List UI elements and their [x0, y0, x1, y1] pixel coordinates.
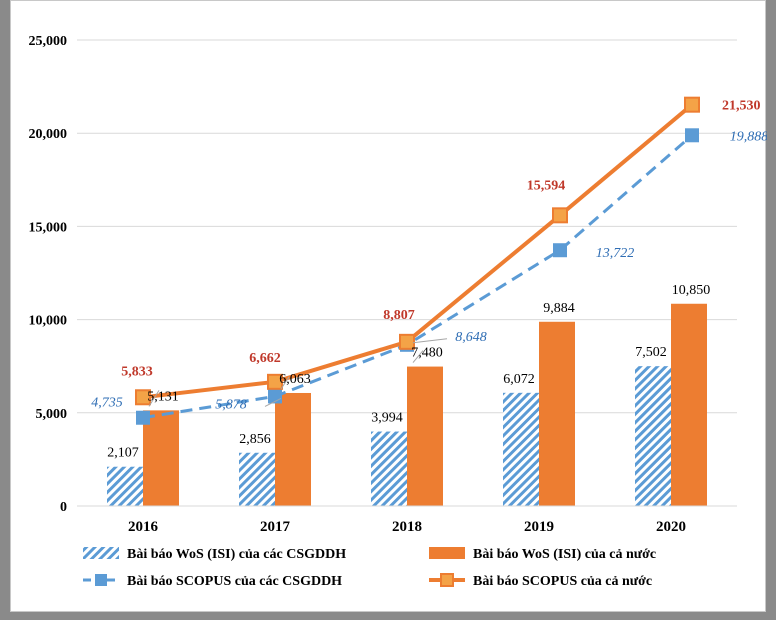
- line-label-scopus-ca-nuoc: 8,807: [383, 308, 415, 323]
- legend: Bài báo WoS (ISI) của các CSGDDH Bài báo …: [83, 547, 656, 589]
- leader-line: [412, 338, 448, 344]
- x-tick-label: 2020: [656, 519, 686, 535]
- legend-label: Bài báo WoS (ISI) của các CSGDDH: [127, 547, 346, 562]
- x-tick-label: 2018: [392, 519, 422, 535]
- line-label-scopus-csgddh: 5,878: [215, 397, 247, 412]
- chart-svg: 2,107 5,131 2,856 6,063 3,994 7,480 6,072 9,884…: [29, 34, 768, 589]
- chart-frame: 2,107 5,131 2,856 6,063 3,994 7,480 6,072 9,884…: [10, 0, 768, 612]
- bar-label-wos-csgddh: 2,856: [239, 432, 271, 447]
- y-tick-label: 5,000: [36, 407, 68, 422]
- y-tick-label: 25,000: [29, 34, 68, 49]
- gridlines: [77, 39, 737, 414]
- legend-item: Bài báo WoS (ISI) của cả nước: [429, 547, 656, 562]
- bar-wos-ca-nuoc: [539, 321, 575, 506]
- bar-wos-csgddh: [371, 431, 407, 506]
- leader-line: [264, 397, 282, 407]
- legend-item: Bài báo SCOPUS của cả nước: [429, 573, 652, 589]
- bars: [107, 303, 707, 506]
- lines: [135, 96, 700, 425]
- bar-wos-csgddh: [107, 466, 143, 506]
- legend-marker: [440, 573, 454, 587]
- bar-wos-ca-nuoc: [143, 410, 179, 506]
- marker-scopus-ca-nuoc: [684, 96, 700, 113]
- bar-label-wos-ca-nuoc: 9,884: [543, 301, 575, 316]
- line-label-scopus-ca-nuoc: 6,662: [249, 351, 281, 366]
- marker-scopus-csgddh: [553, 243, 567, 258]
- legend-item: Bài báo WoS (ISI) của các CSGDDH: [83, 547, 346, 562]
- marker-scopus-ca-nuoc: [552, 207, 568, 224]
- legend-label: Bài báo SCOPUS của các CSGDDH: [127, 574, 342, 589]
- y-tick-label: 20,000: [29, 127, 68, 142]
- data-labels: 2,107 5,131 2,856 6,063 3,994 7,480 6,072 9,884…: [91, 99, 767, 461]
- leader-line: [412, 350, 424, 363]
- bar-label-wos-ca-nuoc: 6,063: [279, 372, 311, 387]
- marker-scopus-ca-nuoc: [135, 389, 151, 406]
- legend-swatch: [83, 547, 119, 559]
- line-label-scopus-csgddh: 13,722: [596, 246, 635, 261]
- legend-label: Bài báo WoS (ISI) của cả nước: [473, 547, 656, 562]
- y-tick-label: 10,000: [29, 314, 68, 329]
- leader-line: [280, 376, 290, 390]
- y-tick-label: 0: [60, 500, 67, 515]
- axes: 0 5,000 10,000 15,000 20,000 25,000 2016 2017 20…: [29, 34, 737, 535]
- marker-scopus-ca-nuoc: [267, 373, 283, 390]
- line-label-scopus-ca-nuoc: 15,594: [527, 178, 566, 193]
- y-tick-label: 15,000: [29, 220, 68, 235]
- bar-label-wos-ca-nuoc: 10,850: [672, 283, 711, 298]
- line-label-scopus-csgddh: 19,888: [730, 129, 767, 144]
- bar-label-wos-ca-nuoc: 5,131: [147, 389, 179, 404]
- x-tick-label: 2017: [260, 519, 291, 535]
- line-label-scopus-csgddh: 8,648: [455, 330, 487, 345]
- legend-item: Bài báo SCOPUS của các CSGDDH: [83, 574, 342, 589]
- legend-marker: [95, 574, 107, 586]
- bar-label-wos-csgddh: 3,994: [371, 411, 403, 426]
- leader-line: [148, 390, 160, 407]
- bar-wos-ca-nuoc: [671, 303, 707, 506]
- legend-label: Bài báo SCOPUS của cả nước: [473, 574, 652, 589]
- bar-wos-ca-nuoc: [407, 366, 443, 506]
- bar-wos-csgddh: [239, 452, 275, 506]
- bar-wos-csgddh: [503, 392, 539, 506]
- legend-swatch: [429, 547, 465, 559]
- marker-scopus-csgddh: [685, 128, 699, 143]
- bar-wos-ca-nuoc: [275, 392, 311, 506]
- marker-scopus-ca-nuoc: [399, 333, 415, 350]
- bar-label-wos-csgddh: 7,502: [635, 345, 667, 360]
- bar-label-wos-ca-nuoc: 7,480: [411, 346, 443, 361]
- x-tick-label: 2019: [524, 519, 554, 535]
- bar-label-wos-csgddh: 2,107: [107, 446, 139, 461]
- bar-label-wos-csgddh: 6,072: [503, 372, 535, 387]
- x-tick-label: 2016: [128, 519, 159, 535]
- marker-scopus-csgddh: [136, 410, 150, 425]
- bar-wos-csgddh: [635, 366, 671, 506]
- line-label-scopus-csgddh: 4,735: [91, 396, 123, 411]
- line-label-scopus-ca-nuoc: 21,530: [722, 99, 761, 114]
- line-label-scopus-ca-nuoc: 5,833: [121, 364, 153, 379]
